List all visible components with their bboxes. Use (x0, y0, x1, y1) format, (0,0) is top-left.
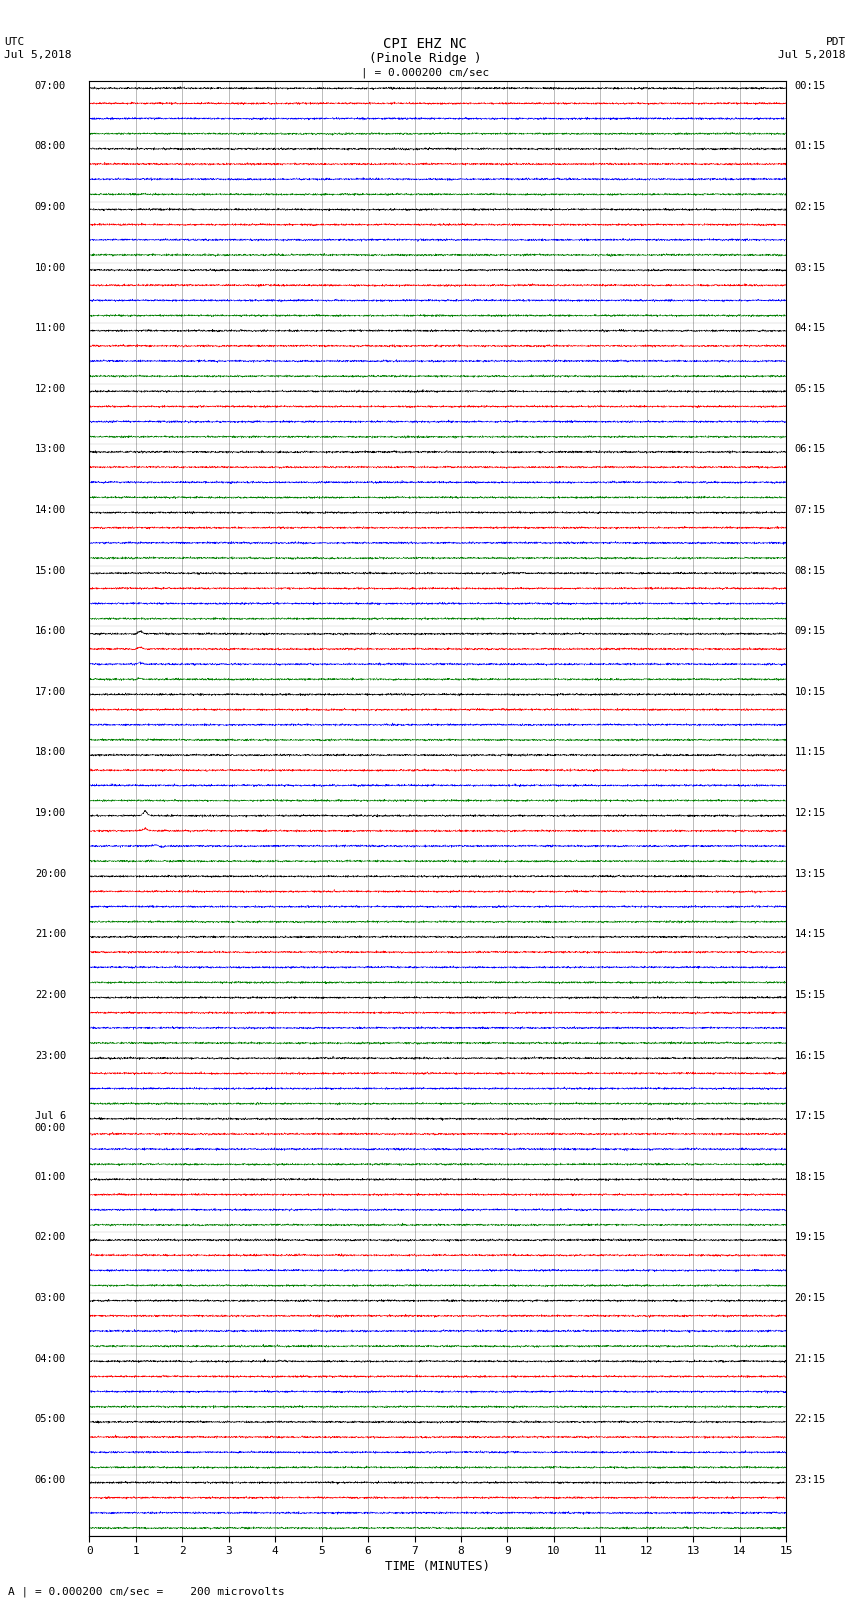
Text: 16:15: 16:15 (795, 1050, 826, 1061)
Text: 03:15: 03:15 (795, 263, 826, 273)
Text: 19:15: 19:15 (795, 1232, 826, 1242)
Text: 14:15: 14:15 (795, 929, 826, 939)
Text: Jul 5,2018: Jul 5,2018 (4, 50, 71, 60)
Text: 08:15: 08:15 (795, 566, 826, 576)
Text: | = 0.000200 cm/sec: | = 0.000200 cm/sec (361, 68, 489, 79)
Text: 00:15: 00:15 (795, 81, 826, 90)
Text: 03:00: 03:00 (35, 1294, 66, 1303)
Text: 15:00: 15:00 (35, 566, 66, 576)
Text: 02:00: 02:00 (35, 1232, 66, 1242)
Text: 21:15: 21:15 (795, 1353, 826, 1363)
Text: 12:15: 12:15 (795, 808, 826, 818)
Text: 18:00: 18:00 (35, 747, 66, 758)
Text: 23:15: 23:15 (795, 1474, 826, 1486)
Text: 17:15: 17:15 (795, 1111, 826, 1121)
Text: 04:15: 04:15 (795, 323, 826, 334)
Text: 07:00: 07:00 (35, 81, 66, 90)
Text: 11:15: 11:15 (795, 747, 826, 758)
Text: 06:15: 06:15 (795, 444, 826, 455)
Text: 23:00: 23:00 (35, 1050, 66, 1061)
Text: 13:15: 13:15 (795, 869, 826, 879)
Text: A | = 0.000200 cm/sec =    200 microvolts: A | = 0.000200 cm/sec = 200 microvolts (8, 1586, 286, 1597)
Text: PDT: PDT (825, 37, 846, 47)
Text: 21:00: 21:00 (35, 929, 66, 939)
Text: 12:00: 12:00 (35, 384, 66, 394)
Text: 02:15: 02:15 (795, 202, 826, 211)
Text: Jul 5,2018: Jul 5,2018 (779, 50, 846, 60)
Text: 20:00: 20:00 (35, 869, 66, 879)
X-axis label: TIME (MINUTES): TIME (MINUTES) (385, 1560, 490, 1573)
Text: CPI EHZ NC: CPI EHZ NC (383, 37, 467, 52)
Text: 01:15: 01:15 (795, 142, 826, 152)
Text: 15:15: 15:15 (795, 990, 826, 1000)
Text: Jul 6
00:00: Jul 6 00:00 (35, 1111, 66, 1132)
Text: 09:00: 09:00 (35, 202, 66, 211)
Text: (Pinole Ridge ): (Pinole Ridge ) (369, 52, 481, 65)
Text: 04:00: 04:00 (35, 1353, 66, 1363)
Text: 19:00: 19:00 (35, 808, 66, 818)
Text: 16:00: 16:00 (35, 626, 66, 636)
Text: 10:15: 10:15 (795, 687, 826, 697)
Text: 10:00: 10:00 (35, 263, 66, 273)
Text: 14:00: 14:00 (35, 505, 66, 515)
Text: 11:00: 11:00 (35, 323, 66, 334)
Text: 01:00: 01:00 (35, 1171, 66, 1182)
Text: 22:00: 22:00 (35, 990, 66, 1000)
Text: 18:15: 18:15 (795, 1171, 826, 1182)
Text: 06:00: 06:00 (35, 1474, 66, 1486)
Text: 09:15: 09:15 (795, 626, 826, 636)
Text: 13:00: 13:00 (35, 444, 66, 455)
Text: UTC: UTC (4, 37, 25, 47)
Text: 22:15: 22:15 (795, 1415, 826, 1424)
Text: 07:15: 07:15 (795, 505, 826, 515)
Text: 05:15: 05:15 (795, 384, 826, 394)
Text: 17:00: 17:00 (35, 687, 66, 697)
Text: 05:00: 05:00 (35, 1415, 66, 1424)
Text: 20:15: 20:15 (795, 1294, 826, 1303)
Text: 08:00: 08:00 (35, 142, 66, 152)
